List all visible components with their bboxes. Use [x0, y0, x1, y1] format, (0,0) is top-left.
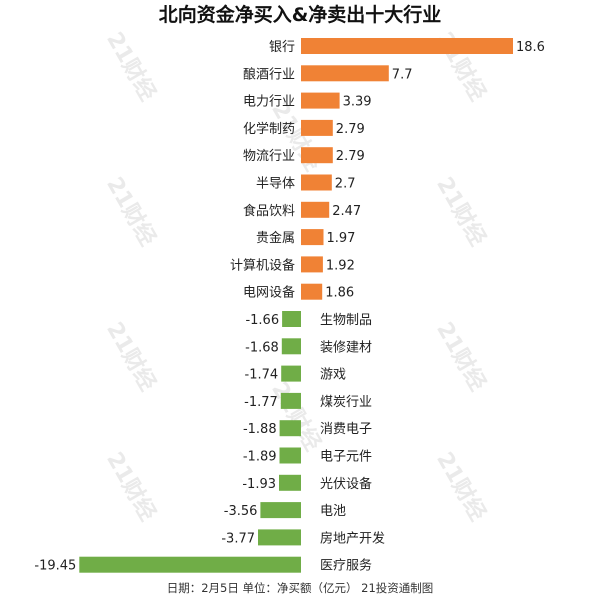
value-label: -1.77: [244, 395, 278, 410]
value-label: 3.39: [343, 95, 372, 110]
value-label: -3.56: [224, 504, 258, 519]
value-label: -1.88: [243, 422, 277, 437]
bar: [301, 201, 330, 218]
bar: [301, 229, 324, 246]
bar: [280, 392, 301, 409]
watermark: 21财经: [431, 448, 491, 526]
bar: [301, 119, 333, 136]
value-label: -1.89: [243, 450, 277, 465]
category-label: 游戏: [320, 368, 346, 383]
category-label: 酿酒行业: [243, 66, 295, 82]
bar: [279, 447, 301, 464]
category-label: 生物制品: [320, 313, 372, 328]
category-label: 电池: [320, 504, 346, 519]
chart-title: 北向资金净买入&净卖出十大行业: [158, 4, 442, 26]
category-label: 电子元件: [320, 450, 372, 465]
category-label: 电网设备: [243, 285, 295, 301]
category-label: 物流行业: [243, 149, 295, 164]
bar: [301, 65, 389, 82]
value-label: 1.86: [325, 286, 354, 301]
watermark: 21财经: [101, 28, 161, 106]
bar: [301, 147, 333, 164]
watermark: 21财经: [101, 173, 161, 251]
value-label: -1.66: [245, 313, 279, 328]
bar: [301, 283, 323, 300]
value-label: 1.92: [326, 258, 355, 273]
value-label: 7.7: [392, 67, 413, 82]
category-label: 电力行业: [243, 95, 295, 110]
watermark: 21财经: [431, 173, 491, 251]
value-label: 2.7: [335, 177, 356, 192]
value-label: -1.68: [245, 340, 279, 355]
bar: [281, 338, 301, 355]
value-label: 2.79: [336, 149, 365, 164]
bar: [79, 556, 301, 573]
category-label: 房地产开发: [320, 530, 385, 546]
category-label: 煤炭行业: [320, 395, 372, 410]
bar: [279, 420, 301, 437]
bar: [282, 311, 301, 327]
bar: [258, 529, 301, 546]
bar: [279, 474, 301, 491]
value-label: 2.79: [336, 122, 365, 137]
value-label: 18.6: [516, 40, 545, 55]
bar: [301, 92, 340, 109]
bar: [301, 38, 513, 54]
bar: [260, 502, 301, 519]
category-label: 计算机设备: [230, 257, 295, 273]
watermark: 21财经: [101, 448, 161, 526]
category-label: 消费电子: [320, 422, 372, 437]
category-label: 医疗服务: [320, 558, 372, 574]
category-label: 装修建材: [320, 340, 372, 355]
bar: [281, 365, 301, 382]
bar: [301, 256, 323, 273]
value-label: -1.93: [242, 477, 276, 492]
bar: [301, 174, 332, 191]
category-label: 银行: [269, 40, 295, 55]
value-label: -3.77: [221, 531, 255, 546]
value-label: -19.45: [34, 559, 76, 574]
watermark: 21财经: [431, 318, 491, 396]
bars: 银行 18.6 酿酒行业 7.7 电力行业 3.39 化学制药 2.79 物流行业 2.79 半导体…: [34, 38, 545, 574]
value-label: 2.47: [332, 204, 361, 219]
category-label: 化学制药: [243, 121, 295, 137]
category-label: 半导体: [256, 177, 295, 192]
value-label: 1.97: [327, 231, 356, 246]
watermark: 21财经: [266, 378, 326, 456]
watermark: 21财经: [101, 318, 161, 396]
category-label: 食品饮料: [243, 203, 295, 219]
chart-footer: 日期：2月5日 单位：净买额（亿元） 21投资通制图: [166, 581, 434, 595]
value-label: -1.74: [245, 368, 279, 383]
category-label: 光伏设备: [320, 476, 372, 492]
category-label: 贵金属: [256, 230, 295, 246]
